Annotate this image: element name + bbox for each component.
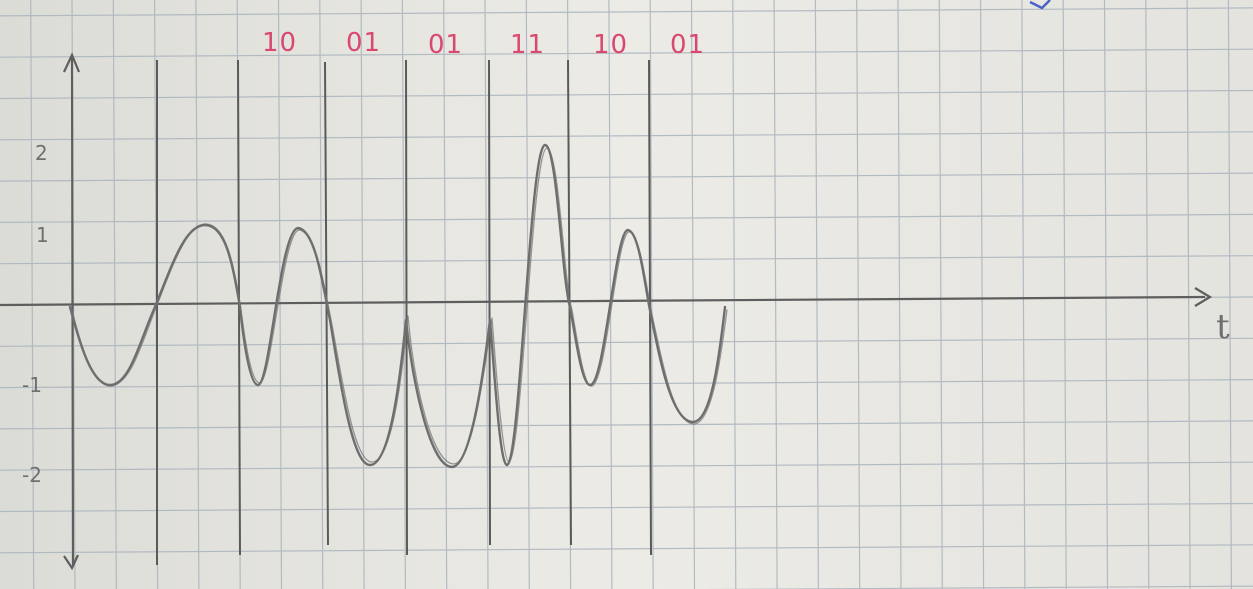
grid-line-horizontal — [0, 337, 1253, 347]
grid-line-horizontal — [0, 420, 1253, 430]
bit-label-4: 11 — [510, 30, 545, 60]
bit-label-6: 01 — [670, 30, 705, 60]
divider-4 — [405, 59, 408, 556]
grid-line-vertical — [773, 0, 778, 589]
time-axis-label: t — [1216, 307, 1230, 347]
grid-line-vertical — [484, 0, 489, 589]
grid-line-vertical — [649, 0, 654, 589]
bit-label-1: 10 — [262, 28, 297, 58]
y-tick-minus-2: -2 — [22, 463, 42, 487]
grid-line-horizontal — [0, 131, 1253, 141]
grid-line-vertical — [814, 0, 820, 589]
grid-line-vertical — [1103, 0, 1109, 589]
grid-line-vertical — [195, 0, 200, 589]
grid-line-horizontal — [0, 213, 1253, 223]
grid-line-vertical — [690, 0, 696, 589]
grid-line-horizontal — [0, 502, 1253, 513]
grid-line-vertical — [732, 0, 737, 589]
amplitude-axis-arrow — [63, 52, 81, 73]
grid-line-vertical — [443, 0, 448, 589]
grid-line-vertical — [1062, 0, 1067, 589]
grid-line-vertical — [856, 0, 861, 589]
grid-line-horizontal — [0, 172, 1253, 182]
grid-line-vertical — [1227, 0, 1233, 589]
grid-line-horizontal — [0, 461, 1253, 471]
waveform — [68, 143, 728, 469]
grid-line-horizontal — [0, 7, 1253, 17]
grid-line-vertical — [401, 0, 406, 589]
bit-label-5: 10 — [593, 30, 628, 60]
bit-label-2: 01 — [346, 28, 381, 58]
grid-line-vertical — [1145, 0, 1150, 589]
time-axis-arrow — [1194, 287, 1213, 307]
grid-line-horizontal — [0, 379, 1253, 389]
y-tick-minus-1: -1 — [22, 373, 42, 397]
grid-line-vertical — [360, 0, 365, 589]
grid-line-horizontal — [704, 585, 1253, 589]
grid-line-vertical — [1186, 0, 1191, 589]
grid-line-vertical — [1021, 0, 1026, 589]
y-tick-labels: 2 1 -1 -2 — [22, 141, 49, 487]
amplitude-axis-tail — [63, 554, 79, 571]
grid-line-horizontal — [0, 255, 1253, 265]
grid-line-vertical — [608, 0, 613, 589]
blue-pen-mark — [1029, 0, 1051, 10]
grid-line-vertical — [979, 0, 985, 589]
y-tick-1: 1 — [36, 223, 49, 247]
time-axis — [0, 295, 1206, 307]
grid-line-horizontal — [0, 48, 1253, 58]
grid-line-horizontal — [0, 544, 1253, 554]
bit-label-3: 01 — [428, 30, 463, 60]
grid-line-vertical — [319, 0, 324, 589]
grid-line-horizontal — [0, 89, 1253, 100]
bit-labels: 10 01 01 11 10 01 — [262, 28, 705, 60]
y-tick-2: 2 — [35, 141, 48, 165]
grid-line-vertical — [938, 0, 943, 589]
grid-line-vertical — [897, 0, 902, 589]
